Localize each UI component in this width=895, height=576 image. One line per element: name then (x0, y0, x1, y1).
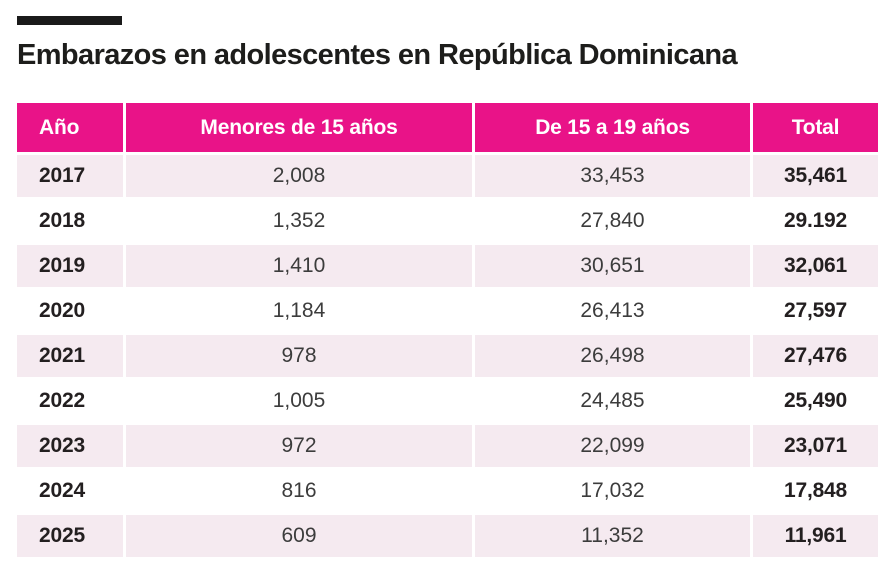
15-to-19-cell: 11,352 (475, 515, 750, 557)
15-to-19-cell: 26,413 (475, 290, 750, 332)
pregnancy-table: Año Menores de 15 años De 15 a 19 años T… (17, 103, 878, 557)
page-title: Embarazos en adolescentes en República D… (17, 39, 738, 71)
total-cell: 29.192 (753, 200, 878, 242)
15-to-19-cell: 17,032 (475, 470, 750, 512)
under-15-cell: 816 (126, 470, 472, 512)
total-cell: 27,597 (753, 290, 878, 332)
15-to-19-cell: 30,651 (475, 245, 750, 287)
under-15-cell: 1,005 (126, 380, 472, 422)
year-cell: 2020 (17, 290, 123, 332)
total-cell: 23,071 (753, 425, 878, 467)
total-cell: 25,490 (753, 380, 878, 422)
total-cell: 35,461 (753, 155, 878, 197)
year-cell: 2018 (17, 200, 123, 242)
total-cell: 11,961 (753, 515, 878, 557)
under-15-cell: 978 (126, 335, 472, 377)
under-15-cell: 972 (126, 425, 472, 467)
under-15-cell: 1,352 (126, 200, 472, 242)
15-to-19-cell: 26,498 (475, 335, 750, 377)
under-15-cell: 1,410 (126, 245, 472, 287)
15-to-19-cell: 33,453 (475, 155, 750, 197)
column-header-15-to-19: De 15 a 19 años (475, 103, 750, 152)
column-header-year: Año (17, 103, 123, 152)
year-cell: 2025 (17, 515, 123, 557)
15-to-19-cell: 27,840 (475, 200, 750, 242)
under-15-cell: 2,008 (126, 155, 472, 197)
year-cell: 2017 (17, 155, 123, 197)
15-to-19-cell: 24,485 (475, 380, 750, 422)
total-cell: 32,061 (753, 245, 878, 287)
year-cell: 2019 (17, 245, 123, 287)
15-to-19-cell: 22,099 (475, 425, 750, 467)
under-15-cell: 1,184 (126, 290, 472, 332)
year-cell: 2024 (17, 470, 123, 512)
total-cell: 17,848 (753, 470, 878, 512)
year-cell: 2023 (17, 425, 123, 467)
year-cell: 2022 (17, 380, 123, 422)
column-header-total: Total (753, 103, 878, 152)
under-15-cell: 609 (126, 515, 472, 557)
content-wrap: Embarazos en adolescentes en República D… (17, 16, 878, 557)
column-header-under-15: Menores de 15 años (126, 103, 472, 152)
year-cell: 2021 (17, 335, 123, 377)
accent-top-bar (17, 16, 122, 25)
total-cell: 27,476 (753, 335, 878, 377)
